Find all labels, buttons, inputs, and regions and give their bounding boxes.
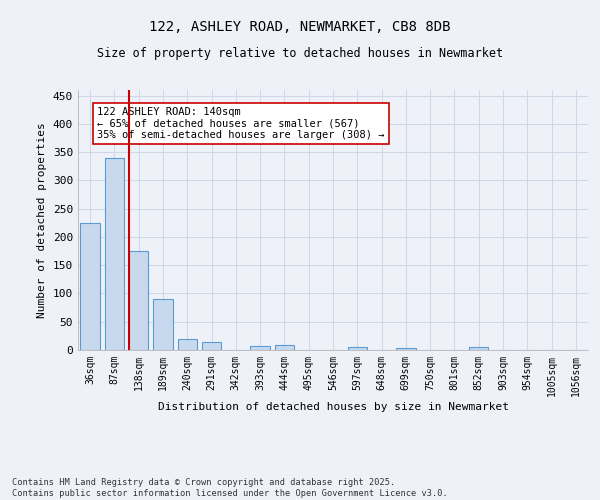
X-axis label: Distribution of detached houses by size in Newmarket: Distribution of detached houses by size … (157, 402, 509, 411)
Bar (178, 338, 197, 350)
Bar (153, 299, 173, 350)
Text: 122 ASHLEY ROAD: 140sqm
← 65% of detached houses are smaller (567)
35% of semi-d: 122 ASHLEY ROAD: 140sqm ← 65% of detache… (97, 107, 385, 140)
Bar (105, 158, 124, 350)
Bar (80, 223, 100, 350)
Bar (275, 346, 294, 350)
Bar (347, 347, 367, 350)
Bar (250, 346, 270, 350)
Text: Size of property relative to detached houses in Newmarket: Size of property relative to detached ho… (97, 48, 503, 60)
Bar (202, 342, 221, 350)
Y-axis label: Number of detached properties: Number of detached properties (37, 122, 47, 318)
Text: 122, ASHLEY ROAD, NEWMARKET, CB8 8DB: 122, ASHLEY ROAD, NEWMARKET, CB8 8DB (149, 20, 451, 34)
Bar (396, 348, 416, 350)
Text: Contains HM Land Registry data © Crown copyright and database right 2025.
Contai: Contains HM Land Registry data © Crown c… (12, 478, 448, 498)
Bar (129, 251, 148, 350)
Bar (469, 347, 488, 350)
